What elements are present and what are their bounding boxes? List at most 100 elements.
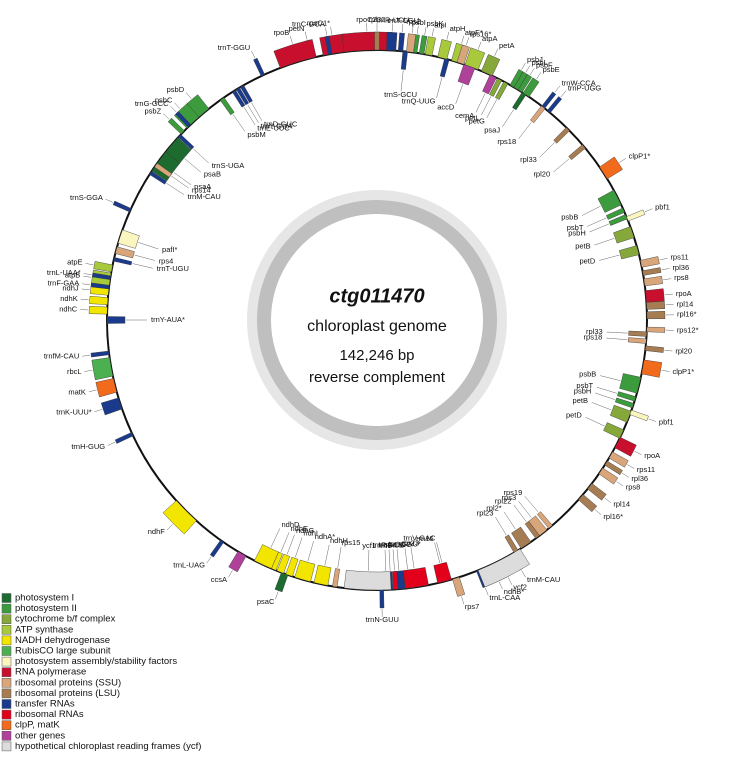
gene-block [618, 245, 640, 260]
gene-label: rps11 [670, 253, 688, 262]
gene-label: psbM [247, 130, 265, 139]
gene-block [374, 31, 380, 51]
gene-block [400, 51, 408, 70]
gene-label: trnQ-UUG [402, 97, 436, 106]
gene-leader [251, 50, 256, 59]
gene-leader [503, 511, 516, 530]
gene-leader [392, 549, 395, 571]
gene-leader [330, 26, 333, 35]
gene-block [437, 39, 452, 60]
gene-leader [174, 102, 181, 109]
gene-label: psbK [427, 19, 444, 28]
gene-label: psaC [257, 597, 275, 606]
gene-block [628, 330, 647, 337]
gene-label: ndhB* [504, 587, 525, 596]
gene-block [614, 437, 637, 457]
gene-leader [648, 418, 657, 422]
gene-leader [494, 48, 499, 57]
gene-label: psaB [204, 170, 221, 179]
legend-swatch [1, 646, 12, 656]
legend-swatch [1, 741, 12, 752]
gene-label: trnA-UGC* [379, 540, 415, 549]
gene-leader [661, 268, 670, 271]
gene-label: ndhJ [62, 284, 79, 293]
gene-leader [166, 183, 185, 195]
gene-block [167, 117, 185, 135]
gene-label: rps15 [342, 538, 361, 547]
legend-label: photosystem assembly/stability factors [15, 656, 177, 667]
gene-label: rpl33 [586, 327, 603, 336]
gene-block [228, 551, 247, 573]
gene-label: psbB [561, 212, 578, 221]
gene-label: ndhK [60, 294, 78, 303]
gene-leader [275, 591, 279, 600]
gene-leader [604, 497, 612, 504]
gene-leader [606, 337, 628, 340]
gene-block [162, 500, 197, 535]
gene-label: petA [499, 41, 514, 50]
gene-leader [518, 501, 532, 518]
gene-block [117, 229, 140, 249]
gene-leader [105, 198, 114, 203]
gene-label: petG [469, 116, 485, 125]
gene-leader [388, 549, 391, 571]
gene-label: ycf1 [362, 541, 376, 550]
gene-leader [82, 283, 91, 286]
gene-leader [461, 596, 465, 605]
gene-block [397, 32, 405, 52]
gene-label: rrn4.5 [383, 540, 403, 549]
gene-leader [384, 549, 387, 571]
legend-label: ribosomal proteins (SSU) [15, 677, 121, 688]
gene-block [568, 144, 586, 160]
gene-label: trnV-GAC [403, 533, 436, 542]
gene-label: petL [465, 114, 480, 123]
legend-label: other genes [15, 730, 65, 741]
gene-label: pafI* [162, 245, 178, 254]
gene-leader [644, 208, 653, 212]
gene-leader [529, 67, 535, 76]
gene-block [92, 272, 111, 280]
gene-label: pbf1 [659, 418, 674, 427]
gene-leader [560, 90, 567, 98]
gene-label: trnG-GCC [135, 99, 169, 108]
gene-block [149, 171, 167, 185]
gene-leader [171, 175, 189, 189]
gene-block [343, 569, 392, 591]
gene-label: trnD-GUC [264, 119, 298, 128]
gene-leader [184, 158, 201, 173]
gene-block [517, 74, 533, 93]
gene-block [439, 58, 450, 78]
legend-label: cytochrome b/f complex [15, 614, 116, 625]
gene-block [608, 214, 628, 226]
gene-label: psbT [576, 381, 593, 390]
gene-label: psbB [579, 370, 596, 379]
gene-leader [307, 541, 314, 562]
gene-leader [507, 577, 513, 585]
gene-label: rps14 [192, 185, 211, 194]
gene-label: trnL-UAA* [47, 268, 81, 277]
gene-block [553, 127, 570, 144]
gene-label: rrn5 [378, 541, 391, 550]
gene-block [93, 261, 113, 273]
gene-block [236, 87, 249, 106]
gene-leader [132, 263, 153, 269]
gene-block [613, 226, 635, 244]
gene-label: ccsA [211, 575, 227, 584]
gene-leader [88, 389, 97, 393]
gene-block [597, 189, 622, 213]
gene-label: trnR-UCU [376, 15, 409, 24]
gene-leader [396, 549, 400, 571]
gene-block [640, 256, 660, 268]
gene-block [332, 568, 340, 588]
gene-label: psaJ [484, 125, 500, 134]
gene-leader [304, 31, 308, 40]
gene-label: ndhI [303, 529, 318, 538]
legend-label: NADH dehydrogenase [15, 635, 110, 646]
gene-label: rps18 [497, 137, 516, 146]
legend-swatch [1, 635, 12, 646]
gene-block [642, 267, 662, 276]
gene-leader [554, 85, 561, 93]
gene-leader [502, 109, 514, 128]
legend-swatch [1, 667, 12, 677]
gene-label: clpP1* [672, 367, 694, 376]
